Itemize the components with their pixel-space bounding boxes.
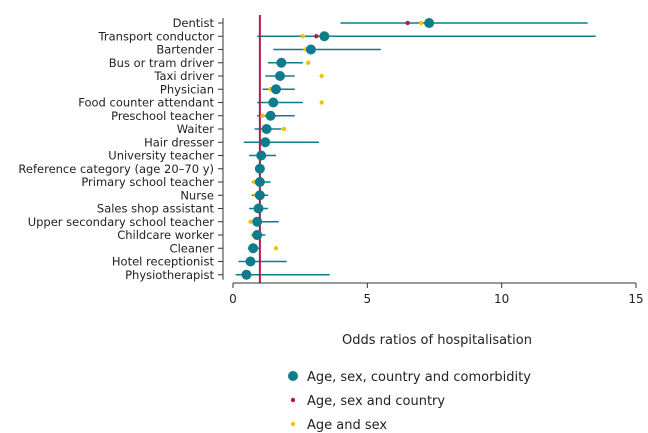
point-series-0	[253, 203, 264, 214]
legend: Age, sex, country and comorbidity Age, se…	[288, 370, 531, 433]
category-label: Food counter attendant	[78, 96, 214, 110]
point-series-0	[265, 110, 276, 121]
point-series-2	[319, 73, 324, 79]
category-label: Bartender	[156, 43, 214, 57]
category-label: Waiter	[177, 122, 214, 136]
point-series-0	[305, 44, 316, 55]
point-series-2	[306, 60, 311, 65]
category-label: University teacher	[108, 149, 214, 163]
point-series-2	[248, 219, 253, 224]
point-series-0	[270, 84, 281, 95]
point-series-0	[248, 243, 259, 254]
point-series-2	[281, 126, 287, 132]
x-tick-label: 0	[229, 292, 237, 306]
point-series-0	[254, 163, 265, 174]
point-series-0	[254, 190, 265, 201]
category-label: Hotel receptionist	[112, 255, 215, 269]
category-label: Dentist	[173, 16, 215, 30]
category-label: Reference category (age 20–70 y)	[18, 162, 214, 176]
category-label: Nurse	[180, 188, 214, 202]
category-label: Taxi driver	[153, 69, 214, 83]
point-series-0	[252, 216, 263, 227]
point-series-0	[245, 256, 256, 267]
point-series-0	[241, 269, 252, 280]
point-series-0	[424, 18, 435, 28]
category-label: Transport conductor	[98, 29, 215, 43]
category-label: Physician	[160, 82, 214, 96]
point-series-2	[273, 246, 279, 251]
point-series-2	[300, 34, 306, 39]
x-axis-ticks: 0 5 10 15	[229, 283, 644, 306]
category-label: Hair dresser	[144, 135, 214, 149]
point-series-0	[276, 57, 287, 68]
data-points	[241, 18, 435, 280]
confidence-interval-lines	[235, 22, 596, 276]
point-series-2	[418, 20, 424, 26]
category-label: Sales shop assistant	[97, 202, 215, 216]
category-label: Upper secondary school teacher	[28, 215, 215, 229]
legend-marker	[290, 397, 296, 403]
point-series-0	[252, 230, 263, 240]
legend-label: Age and sex	[307, 418, 387, 433]
category-label: Bus or tram driver	[109, 56, 214, 70]
category-label: Cleaner	[170, 241, 215, 255]
point-series-0	[268, 97, 279, 108]
point-series-0	[275, 71, 286, 81]
category-label: Physiotherapist	[125, 268, 214, 282]
point-series-1	[314, 34, 319, 39]
point-series-2	[260, 113, 265, 118]
x-axis-title: Odds ratios of hospitalisation	[342, 333, 532, 348]
legend-label: Age, sex, country and comorbidity	[307, 370, 531, 385]
legend-marker	[288, 371, 298, 381]
x-tick-label: 15	[628, 292, 643, 306]
point-series-0	[254, 177, 265, 187]
x-tick-label: 5	[364, 292, 372, 306]
x-tick-label: 10	[494, 292, 509, 306]
point-series-0	[260, 137, 271, 148]
legend-marker	[290, 421, 296, 427]
category-label: Childcare worker	[117, 228, 214, 242]
point-series-2	[319, 100, 324, 105]
point-series-0	[319, 31, 330, 42]
legend-label: Age, sex and country	[307, 394, 445, 409]
point-series-1	[405, 20, 410, 26]
point-series-0	[261, 124, 272, 134]
category-label: Preschool teacher	[111, 109, 214, 123]
category-label: Primary school teacher	[81, 175, 214, 189]
point-series-0	[256, 150, 267, 161]
